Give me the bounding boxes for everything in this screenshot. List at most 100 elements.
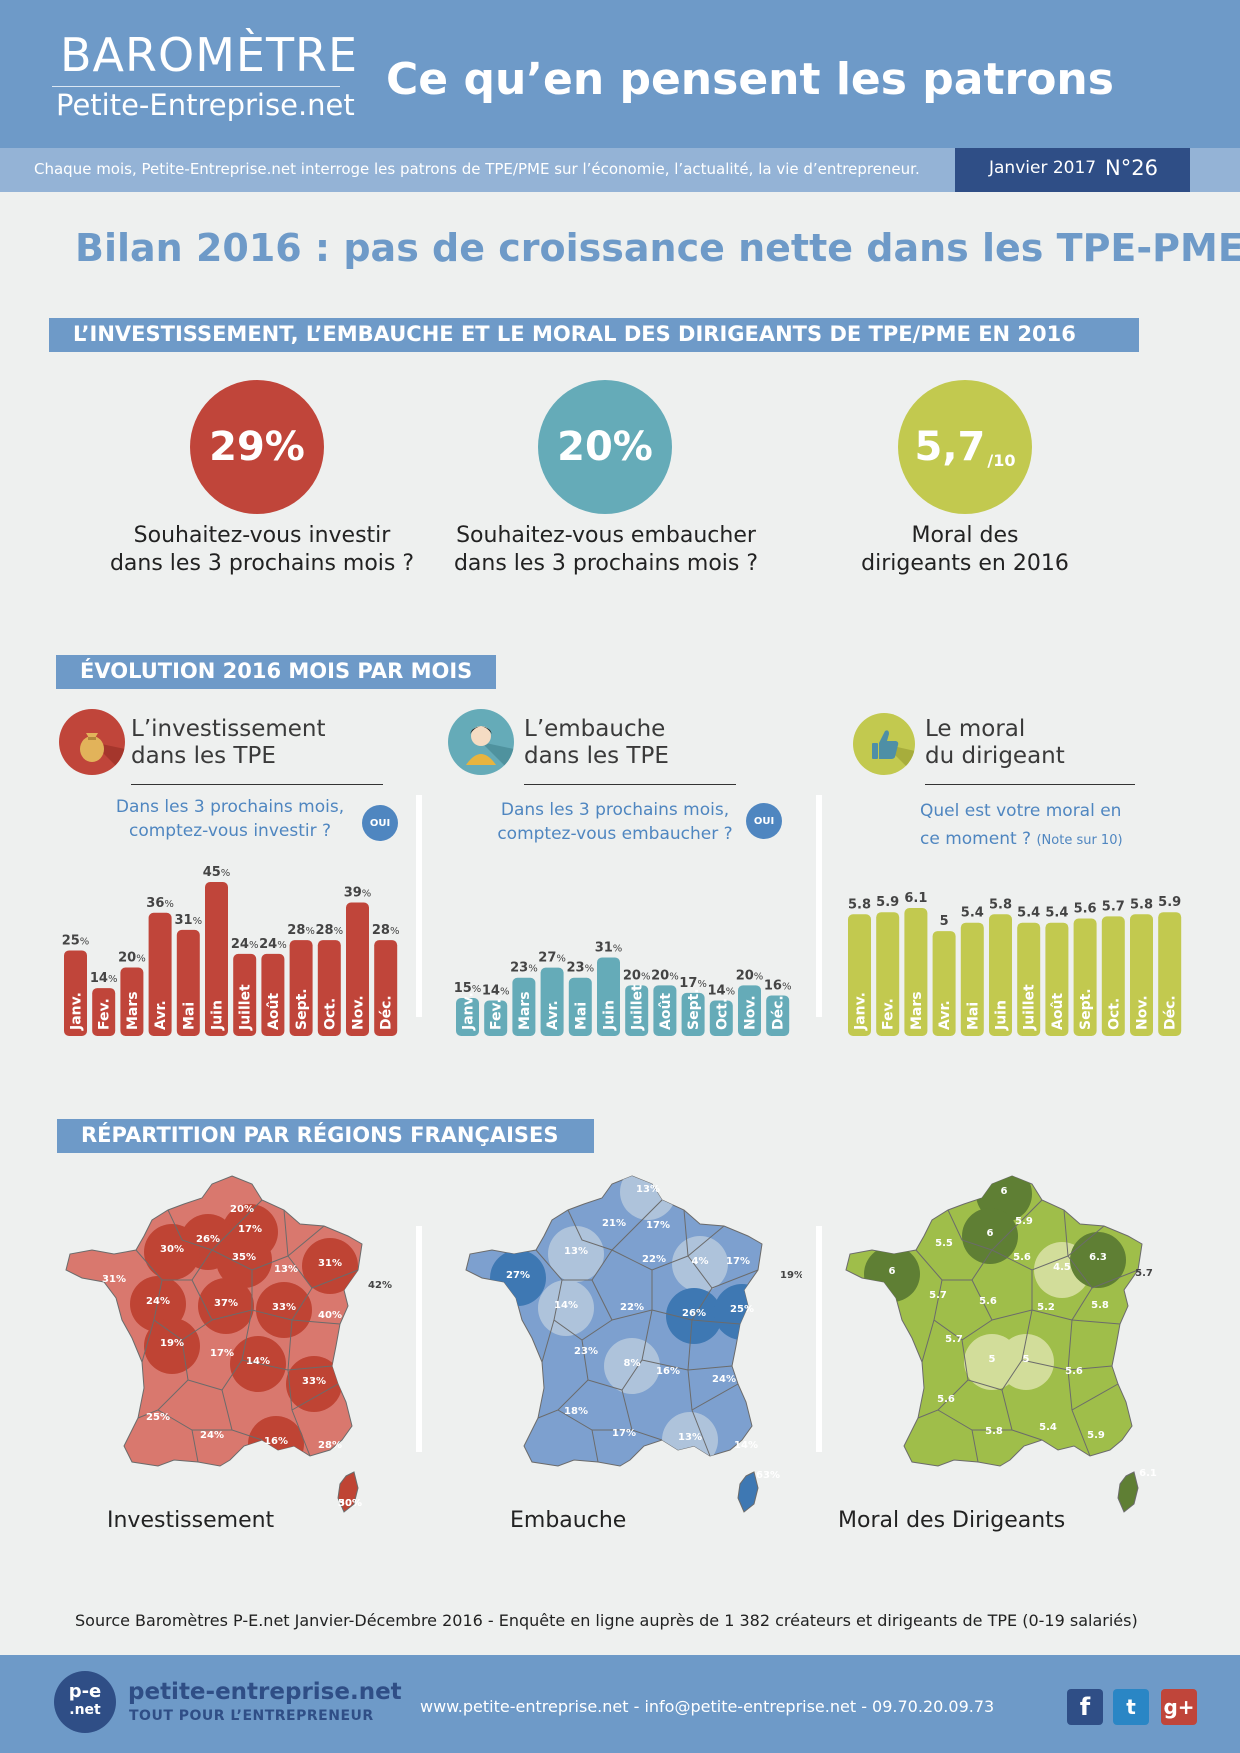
bar-1 [876, 912, 900, 1036]
region-value-label: 19% [160, 1338, 184, 1349]
region-value-label: 14% [734, 1440, 758, 1451]
region-border [1071, 1319, 1121, 1325]
bar-category-label: Mai [965, 1002, 981, 1030]
bar-value-label: 24% [231, 937, 259, 952]
subtitle-text: Chaque mois, Petite-Entreprise.net inter… [34, 160, 920, 178]
facebook-icon[interactable]: f [1067, 1689, 1103, 1725]
bar-value-label: 31% [595, 940, 623, 955]
bar-category-label: Fev. [489, 998, 505, 1030]
bar-category-label: Nov. [1135, 995, 1151, 1030]
bar-value-label: 39% [344, 886, 372, 901]
panel-moral-title-line2: du dirigeant [925, 743, 1065, 769]
panel-hire-title-line2: dans les TPE [524, 743, 669, 769]
google-plus-icon[interactable]: g+ [1161, 1689, 1197, 1725]
map-label-investment: Investissement [107, 1508, 275, 1533]
bar-7 [261, 953, 285, 1036]
bar-value-label: 17% [679, 976, 707, 991]
kpi-invest-label: Souhaitez-vous investir dans les 3 proch… [97, 522, 427, 578]
region-value-label: 5.7 [1135, 1268, 1153, 1279]
section-banner-kpis: L’INVESTISSEMENT, L’EMBAUCHE ET LE MORAL… [49, 318, 1139, 352]
bar-value-label: 6.1 [904, 891, 927, 906]
bar-category-label: Août [266, 993, 282, 1030]
bar-category-label: Mars [517, 991, 533, 1030]
bar-category-label: Janv. [853, 992, 869, 1031]
kpi-invest-value: 29% [209, 424, 305, 470]
region-value-label: 14% [554, 1300, 578, 1311]
invest-bar-chart: 25% Janv. 14% Fev. 20% Mars 36% Avr. 31% Mai 45% Ju… [62, 865, 400, 1036]
source-note: Source Baromètres P-E.net Janvier-Décemb… [75, 1611, 1138, 1630]
bar-value-label: 5.4 [1045, 906, 1068, 921]
region-value-label: 4% [692, 1256, 709, 1267]
region-value-label: 14% [246, 1356, 270, 1367]
region-value-label: 22% [642, 1254, 666, 1265]
panel-invest-question-line2: comptez-vous investir ? [129, 821, 331, 841]
panel-hire-title-line1: L’embauche [524, 716, 666, 742]
region-shade [538, 1280, 594, 1336]
region-value-label: 6.3 [1089, 1252, 1107, 1263]
bar-8 [1073, 918, 1097, 1036]
region-border [687, 1225, 725, 1257]
kpi-hire-label-line1: Souhaitez-vous embaucher [456, 523, 756, 548]
region-value-label: 63% [756, 1470, 780, 1481]
region-value-label: 40% [318, 1310, 342, 1321]
region-shade [216, 1232, 272, 1288]
region-value-label: 17% [646, 1220, 670, 1231]
region-value-label: 16% [264, 1436, 288, 1447]
footer-tagline: TOUT POUR L’ENTREPRENEUR [129, 1708, 374, 1724]
corsica-shape [1117, 1471, 1139, 1513]
panel-invest-title: L’investissement dans les TPE [131, 716, 326, 770]
bar-value-label: 27% [538, 951, 566, 966]
bar-value-label: 14% [707, 984, 735, 999]
region-value-label: 17% [726, 1256, 750, 1267]
panel-hire-title: L’embauche dans les TPE [524, 716, 669, 770]
bar-value-label: 5.7 [1102, 899, 1125, 914]
panel-hire-question-line2: comptez-vous embaucher ? [497, 824, 733, 844]
kpi-invest-circle: 29% [190, 380, 324, 514]
bar-value-label: 5.4 [1017, 906, 1040, 921]
bar-2 [904, 908, 928, 1036]
moral-bar-chart: 5.8 Janv. 5.9 Fev. 6.1 Mars 5 Avr. 5.4 Mai 5.8 Juin… [848, 891, 1181, 1036]
region-shade [286, 1356, 342, 1412]
bar-value-label: 15% [454, 981, 482, 996]
panel-hire-question: Dans les 3 prochains mois, comptez-vous … [480, 798, 750, 846]
region-value-label: 26% [682, 1308, 706, 1319]
bar-category-label: Mars [909, 991, 925, 1030]
region-border [1071, 1383, 1119, 1411]
region-shade [604, 1338, 660, 1394]
region-shade [998, 1334, 1054, 1390]
twitter-icon[interactable]: t [1113, 1689, 1149, 1725]
bar-1 [92, 988, 116, 1036]
region-shade [1070, 1232, 1126, 1288]
footer-contact[interactable]: www.petite-entreprise.net - info@petite-… [420, 1697, 995, 1716]
region-value-label: 5 [1023, 1354, 1030, 1365]
kpi-invest-label-line2: dans les 3 prochains mois ? [109, 551, 415, 576]
bar-category-label: Avr. [153, 1000, 169, 1030]
bar-category-label: Août [1050, 993, 1066, 1030]
panel-moral-question-line1: Quel est votre moral en [920, 801, 1122, 821]
region-value-label: 24% [200, 1430, 224, 1441]
bar-6 [1017, 922, 1041, 1036]
region-value-label: 13% [274, 1264, 298, 1275]
region-border [915, 1249, 993, 1281]
bar-5 [205, 882, 228, 1036]
region-value-label: 6.1 [1139, 1468, 1157, 1479]
logo-divider [52, 86, 340, 87]
money-bag-icon [59, 709, 125, 775]
kpi-moral-label-line2: dirigeants en 2016 [861, 551, 1069, 576]
bar-3 [540, 967, 564, 1036]
region-shade [256, 1282, 312, 1338]
issue-box: Janvier 2017 N°26 [955, 148, 1190, 192]
bar-value-label: 5.4 [961, 906, 984, 921]
bar-category-label: Déc. [379, 995, 395, 1030]
region-value-label: 28% [318, 1440, 342, 1451]
bar-2 [120, 967, 144, 1036]
bar-category-label: Nov. [743, 995, 759, 1030]
region-value-label: 30% [338, 1498, 362, 1509]
bar-1 [484, 1000, 508, 1036]
map-label-moral: Moral des Dirigeants [838, 1508, 1066, 1533]
bar-value-label: 16% [764, 978, 792, 993]
bar-value-label: 20% [651, 968, 679, 983]
bar-value-label: 28% [372, 923, 400, 938]
kpi-moral-circle: 5,7/10 [898, 380, 1032, 514]
bar-value-label: 31% [174, 913, 202, 928]
